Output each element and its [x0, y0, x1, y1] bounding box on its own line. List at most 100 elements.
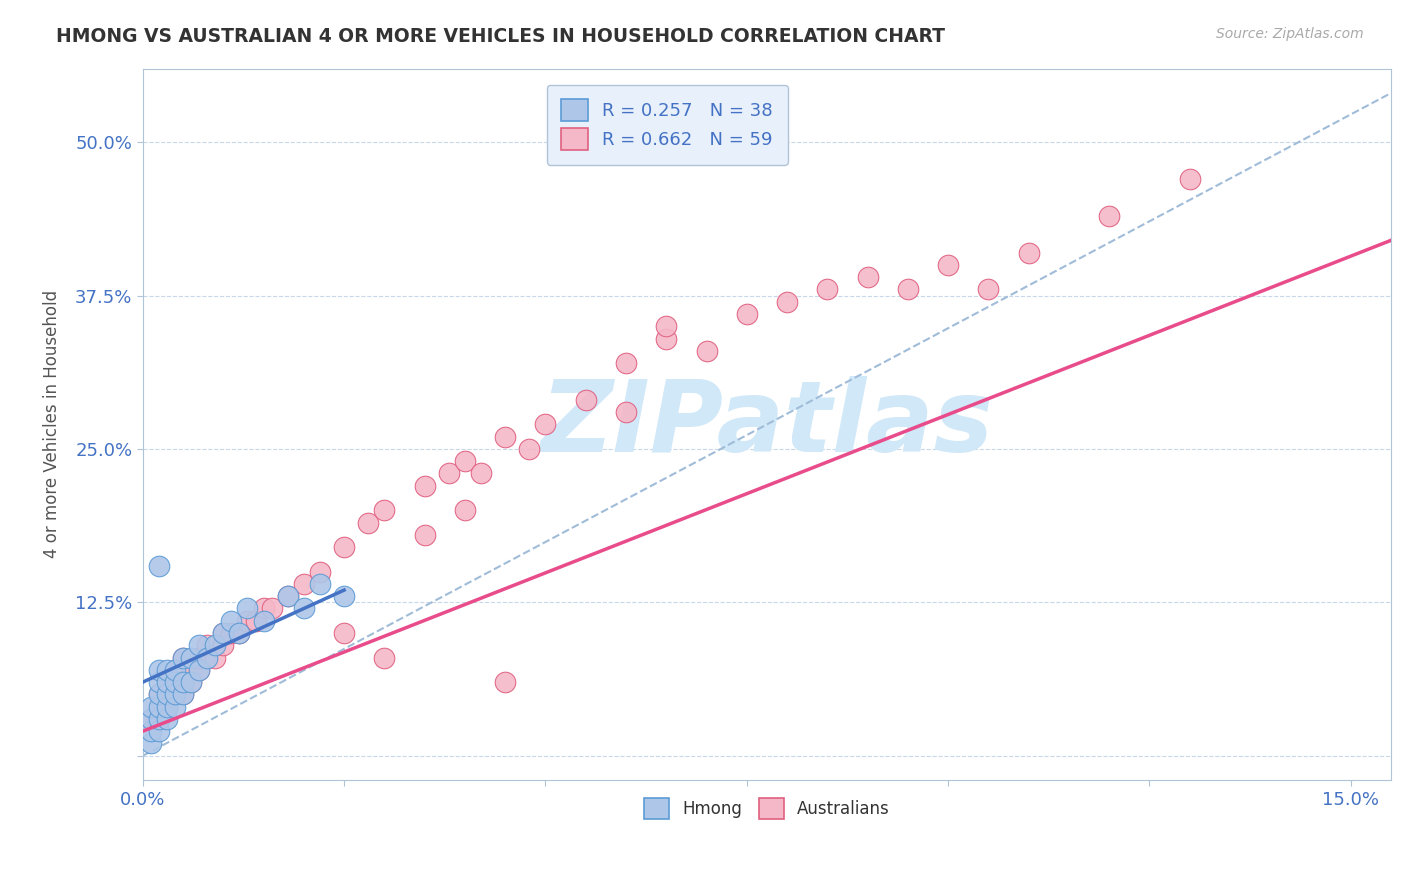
- Point: [188, 663, 211, 677]
- Point: [245, 614, 267, 628]
- Point: [454, 454, 477, 468]
- Point: [180, 675, 202, 690]
- Point: [292, 577, 315, 591]
- Point: [373, 650, 395, 665]
- Point: [148, 558, 170, 573]
- Point: [575, 392, 598, 407]
- Point: [454, 503, 477, 517]
- Point: [204, 650, 226, 665]
- Point: [148, 699, 170, 714]
- Point: [655, 319, 678, 334]
- Point: [163, 687, 186, 701]
- Point: [277, 589, 299, 603]
- Point: [221, 614, 243, 628]
- Point: [172, 650, 194, 665]
- Point: [212, 626, 235, 640]
- Point: [228, 626, 250, 640]
- Point: [139, 712, 162, 726]
- Point: [212, 638, 235, 652]
- Point: [180, 663, 202, 677]
- Point: [856, 270, 879, 285]
- Point: [260, 601, 283, 615]
- Point: [156, 663, 179, 677]
- Point: [470, 467, 492, 481]
- Point: [139, 699, 162, 714]
- Point: [139, 724, 162, 739]
- Point: [236, 601, 259, 615]
- Point: [936, 258, 959, 272]
- Point: [815, 282, 838, 296]
- Point: [614, 356, 637, 370]
- Point: [309, 565, 332, 579]
- Point: [977, 282, 1000, 296]
- Point: [148, 687, 170, 701]
- Point: [156, 712, 179, 726]
- Point: [277, 589, 299, 603]
- Point: [156, 687, 179, 701]
- Point: [534, 417, 557, 432]
- Point: [195, 650, 218, 665]
- Point: [897, 282, 920, 296]
- Point: [163, 675, 186, 690]
- Point: [735, 307, 758, 321]
- Point: [148, 675, 170, 690]
- Point: [614, 405, 637, 419]
- Point: [172, 650, 194, 665]
- Point: [236, 614, 259, 628]
- Point: [373, 503, 395, 517]
- Point: [228, 626, 250, 640]
- Point: [413, 528, 436, 542]
- Point: [195, 650, 218, 665]
- Point: [333, 589, 356, 603]
- Point: [695, 343, 717, 358]
- Point: [148, 712, 170, 726]
- Point: [180, 675, 202, 690]
- Point: [172, 687, 194, 701]
- Point: [1098, 209, 1121, 223]
- Point: [655, 331, 678, 345]
- Point: [1018, 245, 1040, 260]
- Point: [776, 294, 799, 309]
- Point: [252, 601, 274, 615]
- Point: [148, 724, 170, 739]
- Text: ZIPatlas: ZIPatlas: [540, 376, 994, 473]
- Point: [139, 737, 162, 751]
- Point: [163, 687, 186, 701]
- Point: [148, 663, 170, 677]
- Point: [188, 638, 211, 652]
- Point: [156, 675, 179, 690]
- Point: [172, 675, 194, 690]
- Point: [188, 650, 211, 665]
- Text: Source: ZipAtlas.com: Source: ZipAtlas.com: [1216, 27, 1364, 41]
- Point: [437, 467, 460, 481]
- Point: [188, 663, 211, 677]
- Point: [494, 675, 516, 690]
- Point: [156, 699, 179, 714]
- Legend: Hmong, Australians: Hmong, Australians: [637, 792, 897, 825]
- Point: [172, 675, 194, 690]
- Point: [163, 699, 186, 714]
- Point: [292, 601, 315, 615]
- Point: [309, 577, 332, 591]
- Point: [163, 663, 186, 677]
- Point: [413, 479, 436, 493]
- Point: [333, 626, 356, 640]
- Point: [195, 638, 218, 652]
- Point: [148, 687, 170, 701]
- Point: [148, 699, 170, 714]
- Point: [139, 712, 162, 726]
- Point: [357, 516, 380, 530]
- Point: [204, 638, 226, 652]
- Point: [212, 626, 235, 640]
- Point: [494, 430, 516, 444]
- Point: [1178, 172, 1201, 186]
- Point: [333, 540, 356, 554]
- Y-axis label: 4 or more Vehicles in Household: 4 or more Vehicles in Household: [44, 291, 60, 558]
- Point: [517, 442, 540, 456]
- Point: [221, 626, 243, 640]
- Point: [156, 699, 179, 714]
- Point: [180, 650, 202, 665]
- Point: [252, 614, 274, 628]
- Point: [172, 687, 194, 701]
- Point: [156, 675, 179, 690]
